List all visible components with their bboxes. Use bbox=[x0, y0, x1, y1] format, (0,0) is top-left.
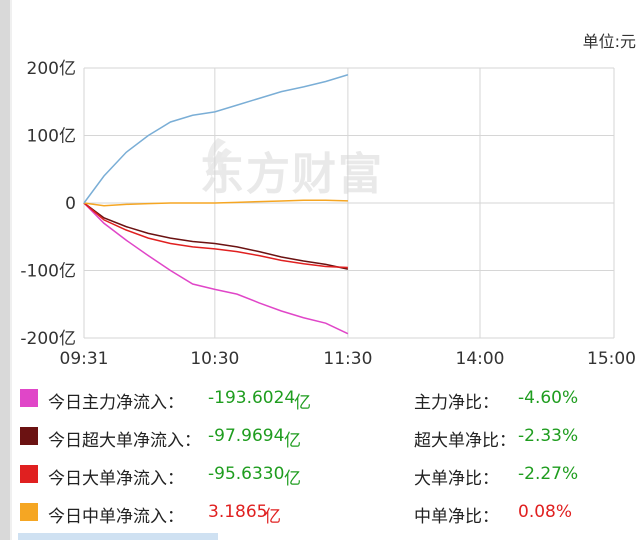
medium-label: 今日中单净流入： bbox=[48, 507, 184, 527]
flow-chart: 200亿 100亿 0 -100亿 -200亿 09:31 10:30 11:30 14:00… bbox=[20, 59, 637, 369]
legend-row-super-large: 今日超大单净流入： -97.9694 亿 超大单净比： -2.33% bbox=[18, 422, 640, 452]
large-value: -95.6330 bbox=[208, 464, 285, 484]
left-edge-inner bbox=[10, 0, 12, 540]
x-axis-ticks: 09:31 10:30 11:30 14:00 15:00 bbox=[60, 349, 637, 369]
x-tick-label: 11:30 bbox=[323, 349, 372, 369]
chart-lines bbox=[83, 74, 349, 335]
legend-row-medium: 今日中单净流入： 3.1865 亿 中单净比： 0.08% bbox=[18, 498, 640, 528]
legend-row-main: 今日主力净流入： -193.6024 亿 主力净比： -4.60% bbox=[18, 384, 640, 414]
watermark-logo-icon bbox=[207, 138, 232, 182]
watermark: 东方财富 bbox=[200, 149, 384, 200]
x-tick-label: 14:00 bbox=[456, 349, 505, 369]
main-unit: 亿 bbox=[294, 393, 311, 413]
main-swatch bbox=[20, 389, 38, 407]
main-value: -193.6024 bbox=[208, 388, 296, 408]
y-tick-label: 200亿 bbox=[27, 59, 76, 79]
y-tick-label: -200亿 bbox=[20, 329, 76, 349]
large-unit: 亿 bbox=[284, 469, 301, 489]
left-edge bbox=[0, 0, 10, 540]
large-ratio: -2.27% bbox=[518, 464, 579, 484]
main-label: 今日主力净流入： bbox=[48, 393, 184, 413]
super-large-swatch bbox=[20, 427, 38, 445]
x-tick-label: 10:30 bbox=[190, 349, 239, 369]
main-ratio: -4.60% bbox=[518, 388, 579, 408]
super-large-value: -97.9694 bbox=[208, 426, 285, 446]
medium-value: 3.1865 bbox=[208, 502, 268, 522]
super-large-ratio: -2.33% bbox=[518, 426, 579, 446]
series-line-3 bbox=[83, 199, 348, 207]
legend-row-large: 今日大单净流入： -95.6330 亿 大单净比： -2.27% bbox=[18, 460, 640, 490]
large-ratio-label: 大单净比： bbox=[414, 469, 499, 489]
super-large-ratio-label: 超大单净比： bbox=[414, 431, 516, 451]
y-axis-ticks: 200亿 100亿 0 -100亿 -200亿 bbox=[20, 59, 76, 349]
series-line-4 bbox=[83, 74, 349, 204]
medium-ratio: 0.08% bbox=[518, 502, 573, 522]
main-ratio-label: 主力净比： bbox=[414, 393, 499, 413]
x-tick-label: 09:31 bbox=[60, 349, 109, 369]
super-large-unit: 亿 bbox=[284, 431, 301, 451]
x-tick-label: 15:00 bbox=[587, 349, 636, 369]
series-line-2 bbox=[83, 202, 348, 269]
series-line-0 bbox=[83, 202, 349, 335]
unit-label: 单位:元 bbox=[582, 32, 636, 51]
y-tick-label: 0 bbox=[65, 194, 76, 214]
y-tick-label: -100亿 bbox=[20, 262, 76, 282]
large-label: 今日大单净流入： bbox=[48, 469, 184, 489]
medium-swatch bbox=[20, 503, 38, 521]
medium-unit: 亿 bbox=[264, 507, 281, 527]
series-line-1 bbox=[83, 202, 349, 270]
next-row-hint bbox=[18, 533, 218, 540]
super-large-label: 今日超大单净流入： bbox=[48, 431, 201, 451]
medium-ratio-label: 中单净比： bbox=[414, 507, 499, 527]
y-tick-label: 100亿 bbox=[27, 127, 76, 147]
large-swatch bbox=[20, 465, 38, 483]
